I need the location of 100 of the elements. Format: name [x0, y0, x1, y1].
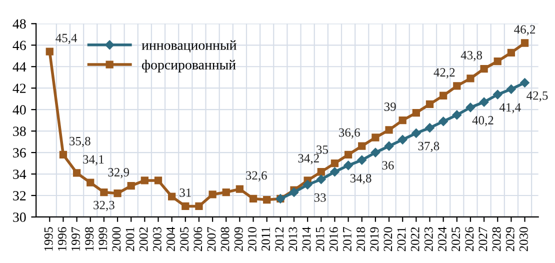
point [426, 100, 434, 108]
point [479, 97, 489, 107]
point [330, 159, 339, 168]
point [195, 202, 203, 210]
point [168, 192, 176, 200]
y-tick-label: 42 [12, 84, 26, 93]
point [222, 188, 230, 196]
x-tick-label: 1995 [44, 227, 53, 251]
data-label: 36 [382, 161, 394, 170]
point [438, 116, 448, 126]
y-tick-label: 32 [13, 191, 26, 200]
x-tick-label: 2019 [370, 227, 379, 252]
data-label: 36,6 [339, 128, 360, 139]
x-tick-label: 2030 [519, 227, 528, 252]
legend-label: форсированный [142, 60, 236, 72]
point [385, 126, 393, 134]
point [263, 196, 271, 204]
point [506, 84, 516, 94]
x-tick-label: 2017 [342, 227, 352, 252]
point [316, 174, 326, 184]
point [127, 182, 135, 190]
point [466, 102, 476, 112]
x-tick-label: 2025 [452, 227, 460, 252]
point [453, 82, 461, 90]
data-label: 34,2 [298, 154, 319, 164]
x-tick-label: 2020 [384, 227, 392, 252]
x-tick-label: 2007 [207, 227, 216, 252]
x-tick-label: 2004 [166, 226, 175, 252]
point [182, 202, 190, 210]
y-tick-label: 34 [13, 170, 26, 179]
x-tick-label: 2001 [126, 227, 134, 252]
data-label: 35,8 [70, 136, 90, 148]
x-tick-label: 2008 [220, 227, 230, 252]
point [357, 155, 366, 165]
x-tick-label: 2022 [410, 227, 420, 252]
x-tick-label: 2018 [356, 227, 366, 252]
y-tick-label: 36 [13, 148, 26, 158]
data-label: 32,3 [94, 200, 114, 212]
x-tick-label: 2029 [506, 227, 514, 252]
point [154, 176, 162, 184]
x-tick-label: 1997 [72, 227, 80, 251]
point [520, 78, 530, 88]
point [494, 57, 502, 66]
data-label: 32,6 [246, 171, 267, 182]
point [289, 188, 299, 197]
point [114, 190, 122, 198]
point [398, 135, 408, 144]
y-tick-label: 38 [13, 126, 26, 136]
data-label: 39 [384, 102, 396, 111]
x-tick-label: 2006 [194, 227, 202, 252]
x-tick-label: 2010 [248, 227, 256, 252]
x-tick-label: 2023 [424, 227, 433, 252]
point [493, 90, 502, 100]
x-tick-label: 2028 [492, 227, 501, 252]
point [466, 74, 474, 82]
point [236, 185, 244, 193]
data-label: 33 [314, 193, 326, 202]
data-label: 35 [316, 146, 328, 154]
point [100, 188, 108, 196]
x-tick-label: 2016 [329, 227, 338, 252]
x-tick-label: 2000 [112, 227, 121, 252]
x-tick-label: 1999 [98, 227, 108, 251]
point [344, 150, 352, 159]
point [208, 190, 216, 198]
x-tick-label: 2009 [234, 227, 243, 252]
point [520, 39, 529, 47]
point [302, 180, 312, 190]
y-tick-label: 30 [13, 212, 26, 222]
x-tick-label: 2024 [438, 226, 446, 252]
point [398, 116, 406, 124]
data-label: 45,4 [56, 34, 78, 44]
x-tick-label: 2021 [397, 227, 406, 252]
data-label: 42,5 [526, 91, 548, 102]
x-tick-label: 2015 [316, 227, 324, 252]
y-tick-label: 44 [12, 62, 26, 72]
y-tick-label: 46 [12, 40, 26, 50]
x-tick-label: 2014 [302, 226, 311, 252]
data-label: 32,9 [108, 168, 130, 178]
data-label: 37,8 [418, 142, 440, 152]
x-tick-label: 1998 [85, 227, 94, 251]
data-label: 34,1 [83, 155, 104, 166]
point [412, 128, 421, 138]
x-tick-label: 2003 [152, 227, 162, 252]
x-tick-label: 2013 [288, 227, 298, 252]
point [425, 123, 434, 132]
point [507, 48, 516, 56]
x-tick-label: 2005 [180, 227, 189, 252]
data-label: 40,2 [472, 116, 494, 126]
point [372, 134, 380, 142]
data-label: 46,2 [514, 25, 536, 36]
point [46, 48, 54, 56]
point [452, 110, 462, 120]
point [72, 169, 81, 177]
x-tick-label: 2011 [262, 227, 270, 251]
point [330, 167, 340, 176]
data-label: 43,8 [460, 50, 482, 62]
point [412, 108, 420, 117]
legend-label: инновационный [142, 40, 236, 52]
y-tick-label: 48 [12, 19, 26, 29]
x-tick-label: 1996 [58, 227, 66, 251]
